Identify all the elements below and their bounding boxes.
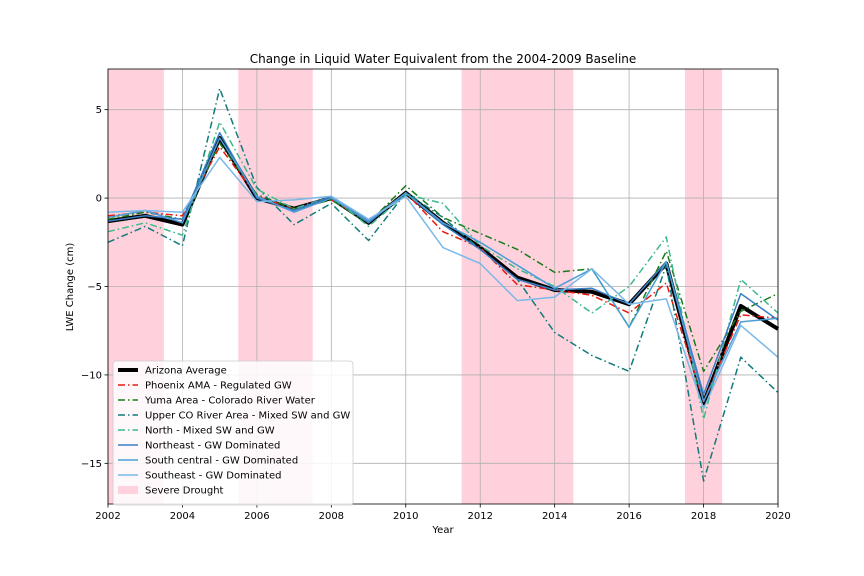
legend-label-4: Upper CO River Area - Mixed SW and GW	[145, 411, 350, 422]
y-axis: 5 0 −5 −10 −15	[81, 105, 108, 470]
series-line-3	[107, 142, 779, 373]
y-tick-label: −5	[87, 282, 102, 293]
legend: Arizona Average Phoenix AMA - Regulated G…	[112, 360, 354, 506]
x-axis: 2002 2004 2006 2008 2010 2012 2014 2016 2018 2020	[95, 504, 791, 522]
legend-label-2: Phoenix AMA - Regulated GW	[145, 381, 292, 392]
x-axis-label: Year	[431, 525, 454, 536]
x-tick-label: 2010	[393, 511, 418, 522]
x-tick-label: 2008	[319, 511, 344, 522]
legend-swatch-drought	[118, 486, 138, 494]
y-tick-label: −10	[81, 370, 102, 381]
legend-label-drought: Severe Drought	[145, 486, 224, 497]
x-tick-label: 2006	[244, 511, 269, 522]
legend-label-3: Yuma Area - Colorado River Water	[144, 396, 316, 407]
y-tick-label: 5	[96, 105, 102, 116]
series-line-7	[107, 137, 779, 403]
legend-label-6: Northeast - GW Dominated	[145, 441, 280, 452]
series-line-5	[107, 121, 779, 420]
x-tick-label: 2020	[765, 511, 790, 522]
x-tick-label: 2004	[170, 511, 195, 522]
legend-label-5: North - Mixed SW and GW	[145, 426, 275, 437]
legend-label-8: Southeast - GW Dominated	[145, 471, 281, 482]
legend-label-1: Arizona Average	[145, 366, 227, 377]
x-tick-label: 2014	[542, 511, 567, 522]
series-line-2	[107, 146, 779, 403]
chart-title: Change in Liquid Water Equivalent from t…	[250, 52, 637, 66]
series-lines	[107, 87, 780, 482]
y-tick-label: 0	[96, 194, 102, 205]
series-line-8	[107, 156, 779, 410]
x-tick-label: 2016	[616, 511, 641, 522]
y-tick-label: −15	[81, 459, 102, 470]
x-tick-label: 2012	[467, 511, 492, 522]
legend-label-7: South central - GW Dominated	[145, 456, 298, 467]
series-line-4	[107, 87, 779, 482]
x-tick-label: 2002	[95, 511, 120, 522]
legend-box	[112, 360, 354, 506]
y-axis-label: LWE Change (cm)	[65, 243, 76, 332]
x-tick-label: 2018	[691, 511, 716, 522]
